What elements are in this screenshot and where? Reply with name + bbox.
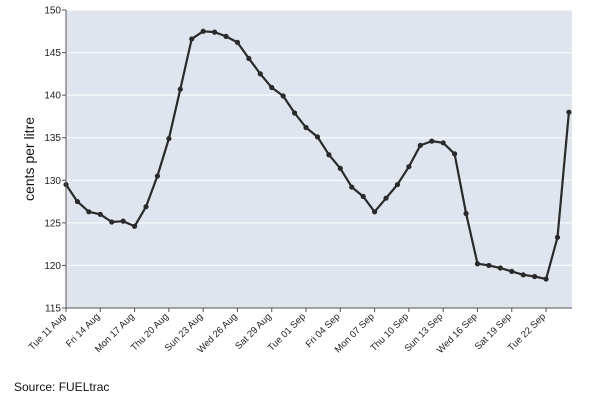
y-tick-label: 125 xyxy=(44,218,61,229)
data-point xyxy=(532,273,538,280)
data-point xyxy=(86,209,92,215)
data-point xyxy=(280,93,286,99)
data-point xyxy=(326,152,332,158)
data-point xyxy=(337,165,343,171)
grid xyxy=(66,9,572,266)
data-point xyxy=(566,109,572,115)
data-point xyxy=(292,110,298,116)
data-point xyxy=(474,261,481,267)
data-point xyxy=(109,219,115,225)
data-point xyxy=(452,151,458,157)
data-point xyxy=(154,173,161,179)
source-note: Source: FUELtrac xyxy=(14,380,110,394)
x-tick-label: Tue 11 Aug xyxy=(27,311,68,352)
data-point xyxy=(200,28,206,34)
data-point xyxy=(131,223,138,229)
y-axis-label: cents per litre xyxy=(21,117,37,201)
data-point xyxy=(314,134,321,140)
plot-area xyxy=(66,10,572,308)
data-point xyxy=(234,39,241,45)
data-point xyxy=(429,138,435,144)
data-point xyxy=(417,142,423,148)
data-point xyxy=(554,234,561,240)
data-point xyxy=(360,193,366,200)
data-point xyxy=(394,181,401,188)
y-tick-label: 145 xyxy=(44,48,61,59)
y-tick-label: 130 xyxy=(44,176,61,187)
data-point xyxy=(246,55,252,62)
data-point xyxy=(486,262,492,269)
data-point xyxy=(349,184,355,190)
data-point xyxy=(97,211,103,217)
data-point xyxy=(177,86,183,92)
y-axis: 115 120 125 130 135 140 145 150 xyxy=(44,6,66,315)
data-point xyxy=(463,210,469,217)
data-point xyxy=(120,218,126,224)
data-point xyxy=(189,36,195,42)
data-point xyxy=(383,195,389,201)
data-point xyxy=(543,276,549,282)
data-point xyxy=(166,135,172,142)
y-tick-label: 135 xyxy=(44,133,61,144)
data-point xyxy=(509,268,515,274)
data-point xyxy=(257,71,263,77)
y-tick-label: 150 xyxy=(44,6,61,17)
y-tick-label: 115 xyxy=(45,304,61,315)
data-point xyxy=(143,204,149,210)
data-point xyxy=(372,209,378,215)
data-point xyxy=(211,29,218,35)
y-tick-label: 120 xyxy=(44,261,61,272)
data-point xyxy=(269,84,275,91)
data-point xyxy=(223,33,229,39)
data-point xyxy=(406,164,412,170)
data-point xyxy=(303,124,309,131)
data-point xyxy=(497,265,503,271)
y-tick-label: 140 xyxy=(44,91,61,102)
series xyxy=(63,28,572,282)
data-point xyxy=(440,140,446,146)
data-point xyxy=(74,198,81,205)
data-point xyxy=(520,272,526,278)
